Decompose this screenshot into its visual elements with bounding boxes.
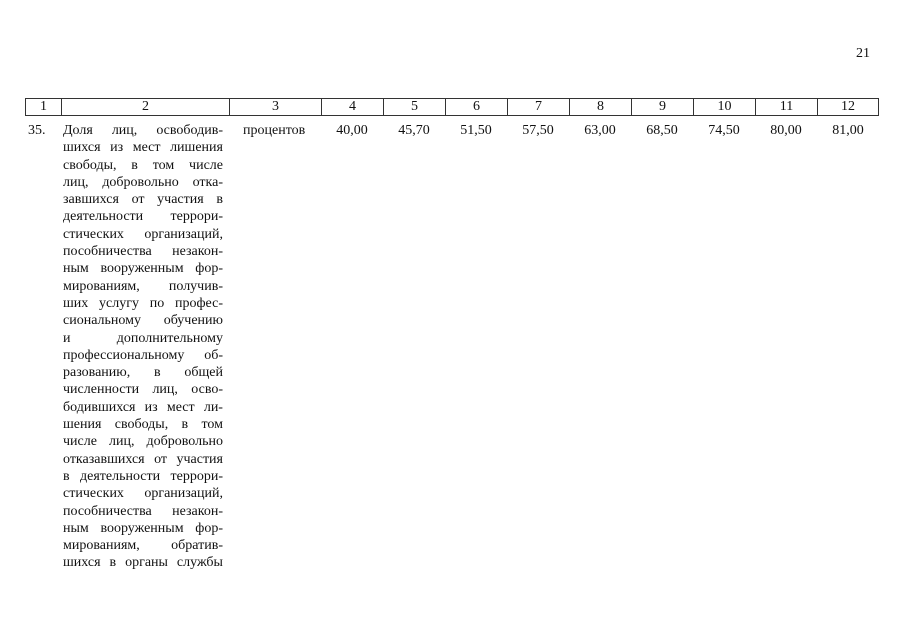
description-line: мированиям, обратив- [63,538,223,554]
header-cell: 12 [841,99,855,114]
header-cell: 11 [756,99,818,115]
description-line: пособничества незакон- [63,503,223,519]
description-line: разованию, в общей [63,365,223,381]
header-cell: 1 [26,99,62,115]
description-line: стических организаций, [63,486,223,502]
description-line: ным вооруженным фор- [63,520,223,536]
value-cell: 74,50 [708,123,740,138]
header-cell: 5 [384,99,446,115]
row-description: Доля лиц, освободив-шихся из мест лишения своб… [63,122,223,572]
description-line: сиональному обучению [63,313,223,329]
description-line: шихся из мест лишения [63,140,223,156]
header-cell: 3 [230,99,322,115]
header-cell: 4 [322,99,384,115]
header-cell: 10 [694,99,756,115]
header-cell: 9 [632,99,694,115]
description-line: мированиям, получив- [63,278,223,294]
description-line: шихся в органы службы [63,555,223,571]
description-line: ших услугу по профес- [63,295,223,311]
description-line: шения свободы, в том [63,417,223,433]
value-cell: 45,70 [398,123,430,138]
value-cell: 80,00 [770,123,802,138]
value-cell: 57,50 [522,123,554,138]
value-cell: 81,00 [832,123,864,138]
header-cell: 8 [570,99,632,115]
description-line: свободы, в том числе [63,157,223,173]
description-line: бодившихся из мест ли- [63,399,223,415]
page-number: 21 [856,46,870,61]
description-line: лиц, добровольно отка- [63,174,223,190]
description-line: отказавшихся от участия [63,451,223,467]
value-cell: 51,50 [460,123,492,138]
value-cell: 63,00 [584,123,616,138]
header-cell: 6 [446,99,508,115]
description-line: стических организаций, [63,226,223,242]
header-cell: 7 [508,99,570,115]
value-cell: 40,00 [336,123,368,138]
row-number: 35. [28,123,46,138]
row-unit: процентов [243,123,306,138]
header-cell: 2 [62,99,230,115]
description-line: пособничества незакон- [63,244,223,260]
description-line: числе лиц, добровольно [63,434,223,450]
table-header-row: 1 2 3 4 5 6 7 8 9 10 11 12 [25,98,879,116]
description-line: численности лиц, осво- [63,382,223,398]
description-line: в деятельности террори- [63,468,223,484]
description-line: и дополнительному [63,330,223,346]
value-cell: 68,50 [646,123,678,138]
description-line: Доля лиц, освободив- [63,123,223,138]
description-line: завшихся от участия в [63,192,223,208]
description-line: деятельности террори- [63,209,223,225]
description-line: ным вооруженным фор- [63,261,223,277]
description-line: профессиональному об- [63,347,223,363]
